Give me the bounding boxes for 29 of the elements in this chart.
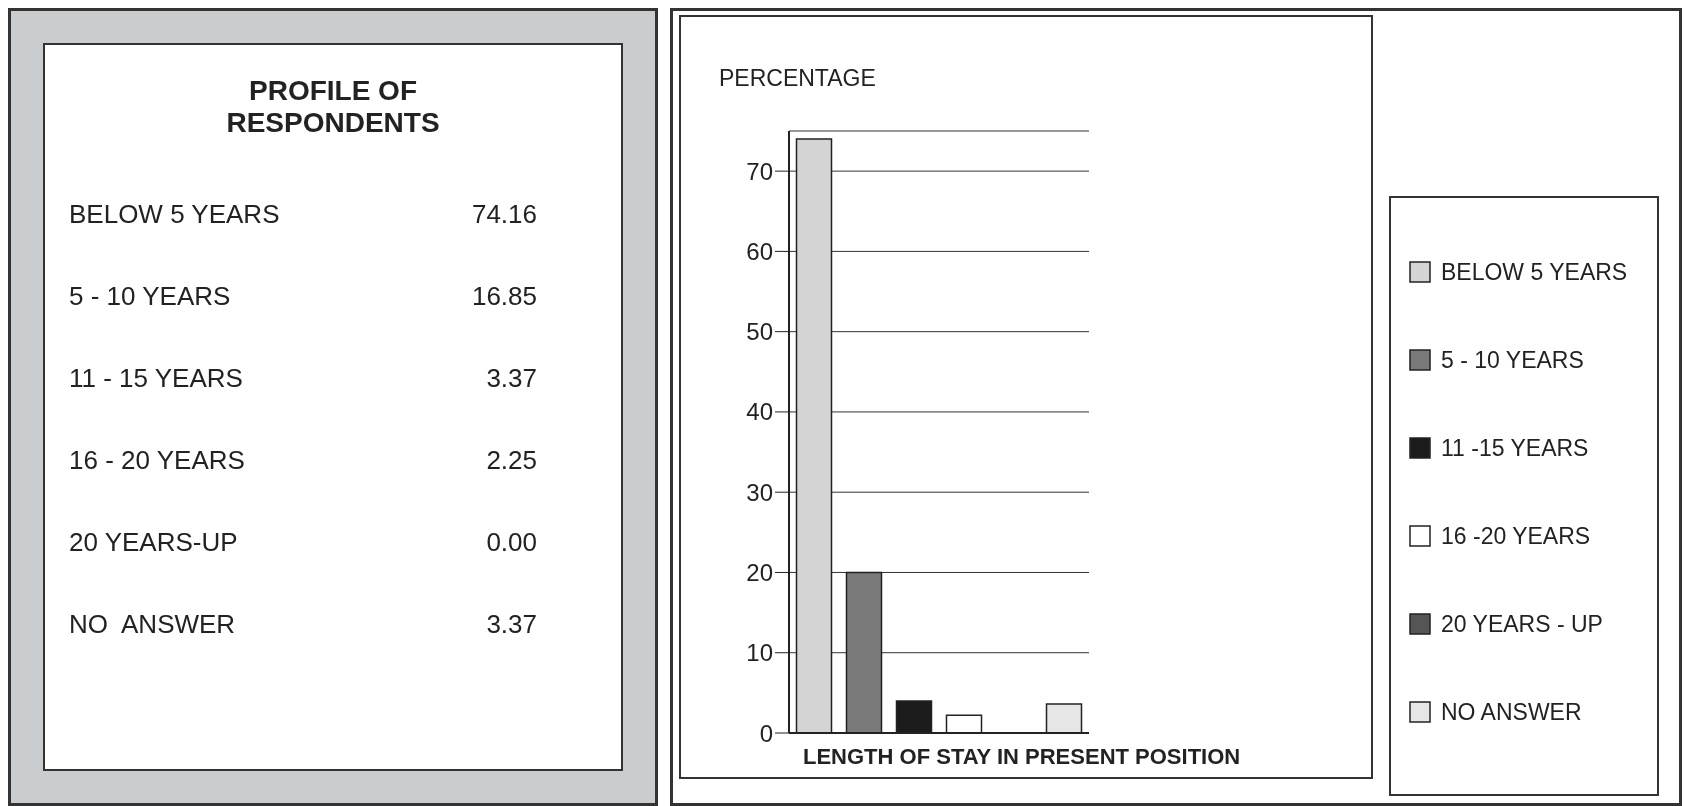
- legend-label: BELOW 5 YEARS: [1441, 258, 1628, 286]
- y-tick-label: 60: [746, 237, 773, 265]
- x-axis-title: LENGTH OF STAY IN PRESENT POSITION: [803, 744, 1241, 770]
- y-tick-label: 0: [759, 719, 773, 747]
- y-tick-label: 20: [746, 558, 773, 586]
- legend-label: 11 -15 YEARS: [1441, 434, 1589, 462]
- text: PROFILE OF RESPONDENTS: [225, 75, 441, 140]
- text: 16.85: [471, 281, 537, 312]
- category-label: 11 - 15 YEARS: [69, 363, 243, 396]
- y-tick-label: 10: [746, 639, 773, 667]
- legend-label: 16 -20 YEARS: [1441, 522, 1591, 550]
- y-tick-label: 40: [746, 398, 773, 426]
- y-tick-label: 50: [746, 318, 773, 346]
- text: 0.00: [486, 527, 537, 558]
- legend-label: 5 - 10 YEARS: [1441, 346, 1584, 374]
- category-label: 5 - 10 YEARS: [69, 281, 231, 314]
- text: 2.25: [486, 445, 537, 476]
- y-axis-title: PERCENTAGE: [719, 65, 876, 92]
- category-label: BELOW 5 YEARS: [69, 199, 280, 232]
- legend-label: 20 YEARS - UP: [1441, 610, 1603, 638]
- category-label: NO ANSWER: [69, 609, 236, 642]
- text: 3.37: [486, 363, 537, 394]
- category-label: 20 YEARS-UP: [69, 527, 238, 560]
- y-tick-label: 30: [746, 478, 773, 506]
- legend-label: NO ANSWER: [1441, 698, 1582, 726]
- text: 3.37: [486, 609, 537, 640]
- text: 74.16: [471, 199, 537, 230]
- category-label: 16 - 20 YEARS: [69, 445, 245, 478]
- y-tick-label: 70: [746, 157, 773, 185]
